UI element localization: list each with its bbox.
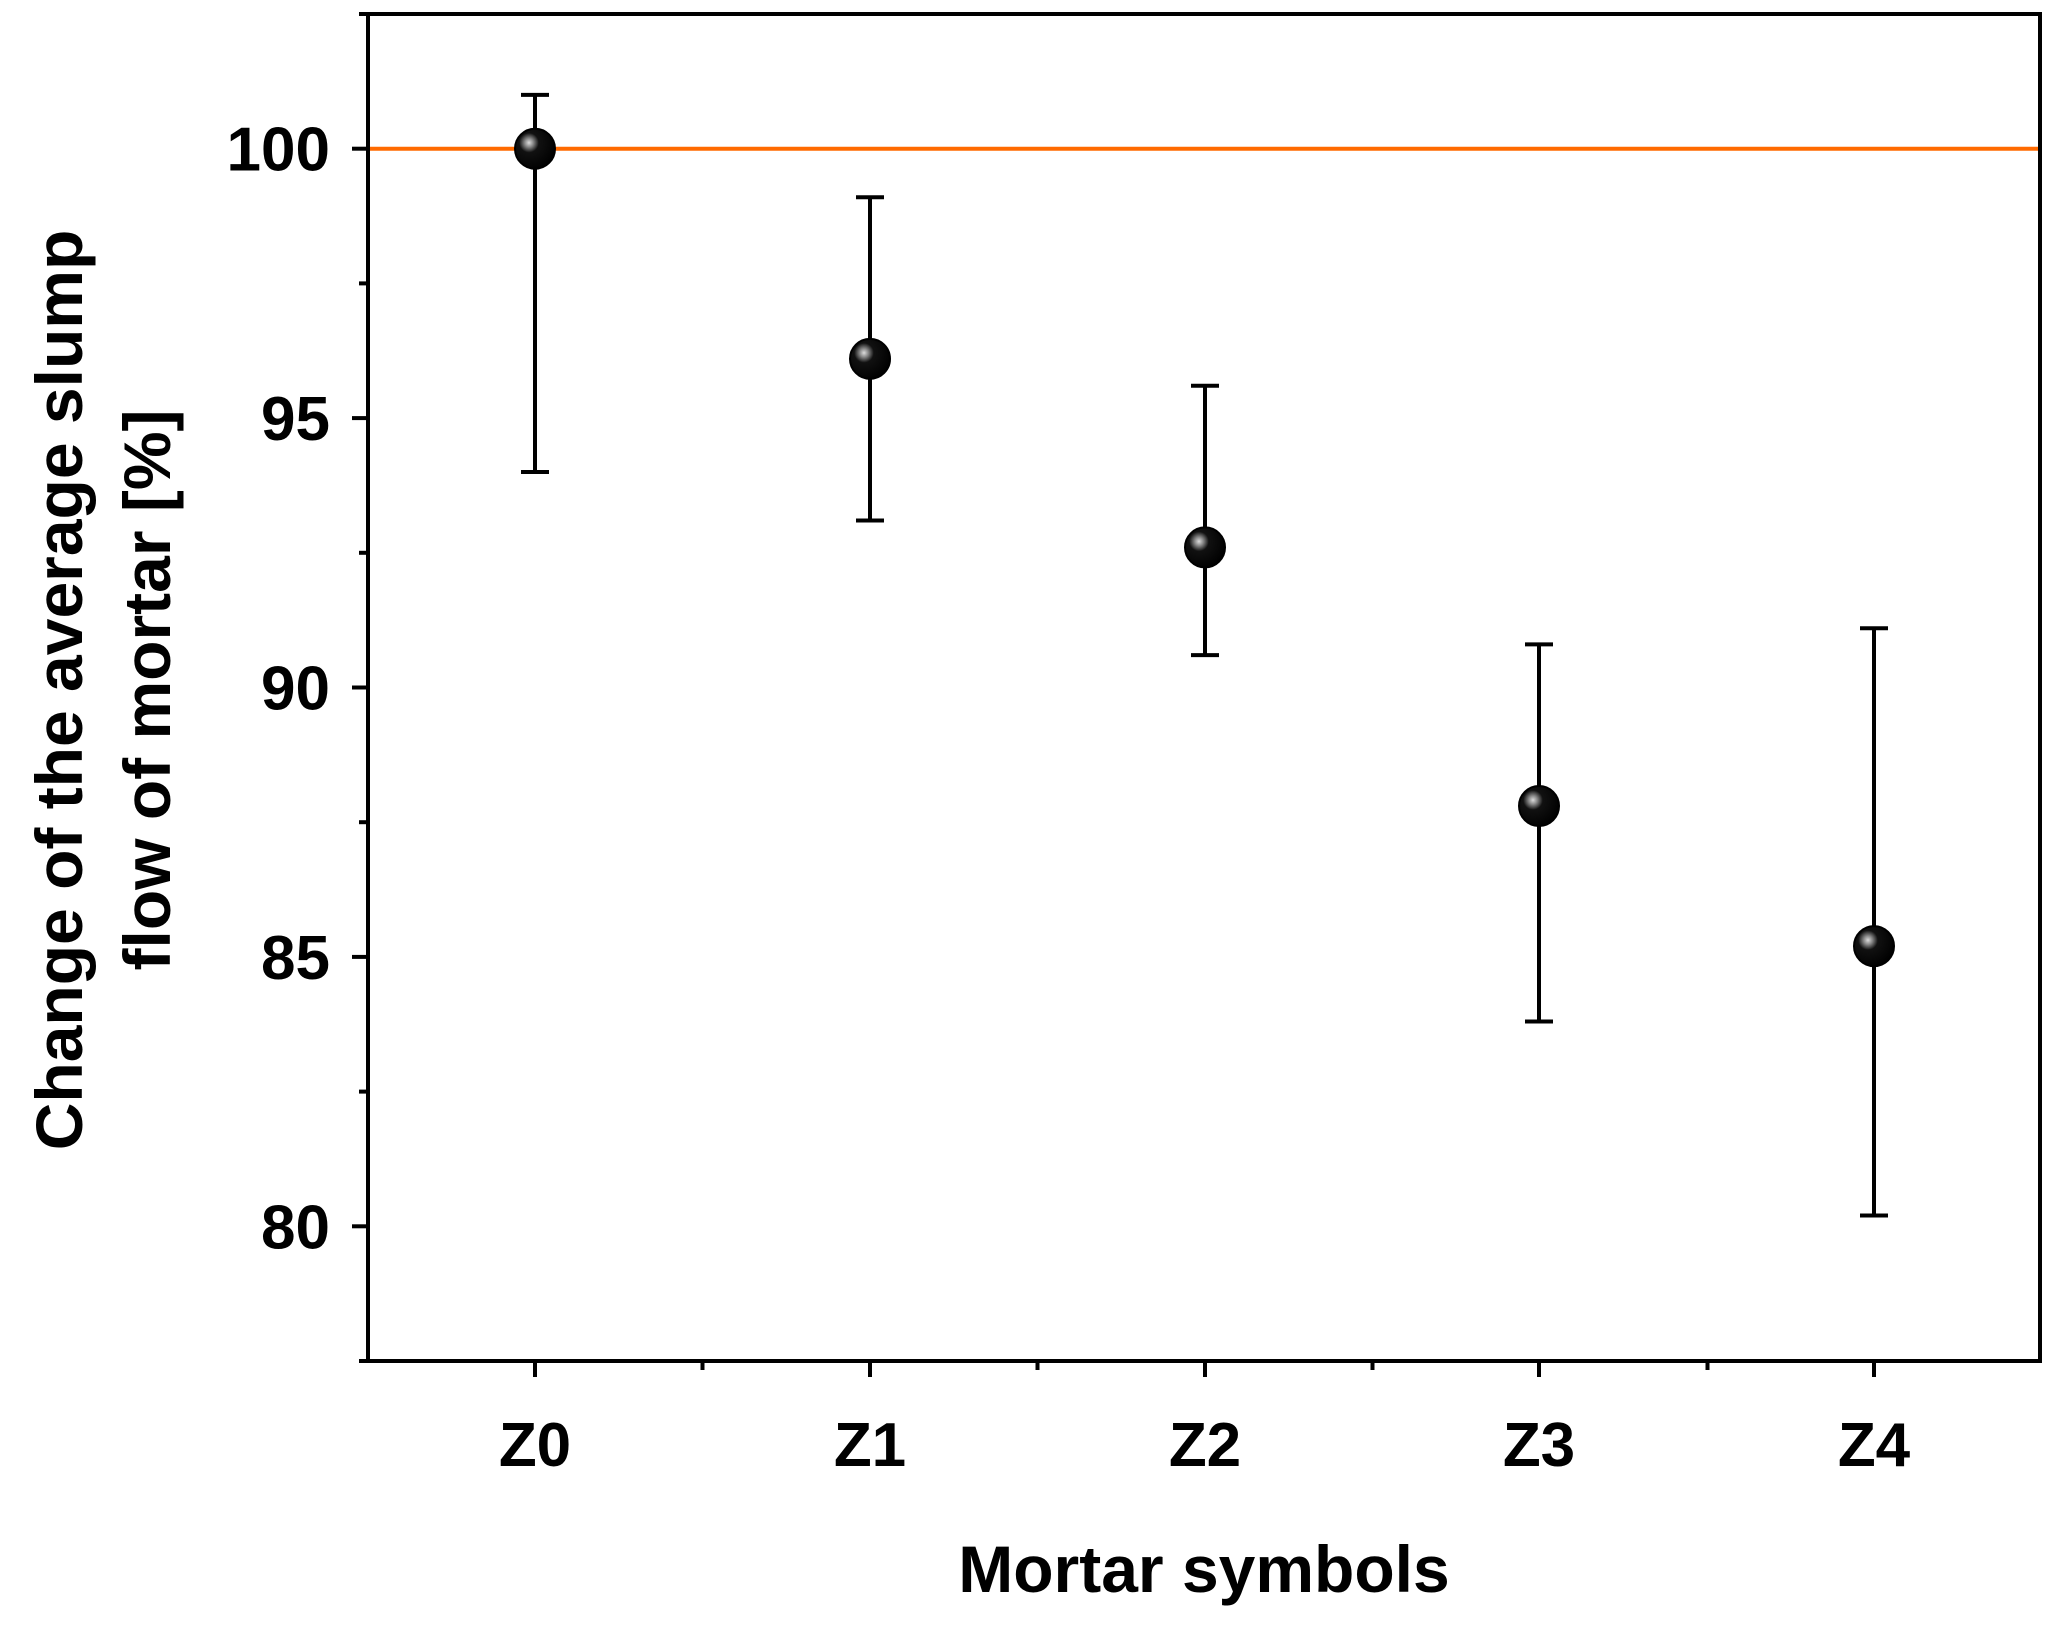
data-point-z1 [849, 337, 891, 380]
y-axis-ticks: 80 85 90 95 100 [227, 12, 368, 1363]
y-axis-title-line-2: flow of mortar [%] [110, 410, 184, 971]
x-axis-title: Mortar symbols [958, 1532, 1449, 1606]
plot-frame [366, 12, 2042, 1363]
x-tick-label-z2: Z2 [1169, 1411, 1241, 1480]
y-tick-label: 90 [261, 655, 330, 724]
error-bars-layer [521, 92, 1888, 1218]
data-point-z2 [1184, 526, 1226, 569]
x-axis-ticks: Z0 Z1 Z2 Z3 Z4 [499, 1361, 1911, 1480]
data-point-z3 [1518, 785, 1560, 828]
x-tick-label-z4: Z4 [1838, 1411, 1911, 1480]
data-points-layer [514, 127, 1895, 968]
x-tick-label-z0: Z0 [499, 1411, 571, 1480]
x-tick-label-z1: Z1 [834, 1411, 906, 1480]
y-axis-title-line-1: Change of the average slump [22, 230, 96, 1151]
error-bar-z3 [1525, 642, 1553, 1024]
error-bar-z2 [1191, 383, 1219, 658]
y-tick-label: 100 [227, 116, 330, 185]
y-tick-label: 85 [261, 924, 330, 993]
data-point-z0 [514, 127, 556, 170]
y-tick-label: 80 [261, 1193, 330, 1262]
y-tick-label: 95 [261, 385, 330, 454]
data-point-z4 [1853, 925, 1895, 968]
x-tick-label-z3: Z3 [1503, 1411, 1575, 1480]
error-bar-z4 [1860, 626, 1888, 1218]
